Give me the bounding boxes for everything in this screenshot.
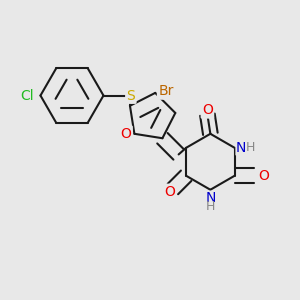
Text: O: O — [121, 127, 131, 141]
Text: Cl: Cl — [20, 88, 34, 103]
Text: O: O — [258, 169, 269, 183]
Text: N: N — [205, 191, 215, 205]
Text: H: H — [246, 141, 255, 154]
Text: H: H — [206, 200, 215, 213]
Text: O: O — [164, 185, 175, 199]
Text: N: N — [236, 141, 246, 155]
Text: Br: Br — [158, 84, 174, 98]
Text: O: O — [202, 103, 213, 117]
Text: S: S — [127, 88, 135, 103]
